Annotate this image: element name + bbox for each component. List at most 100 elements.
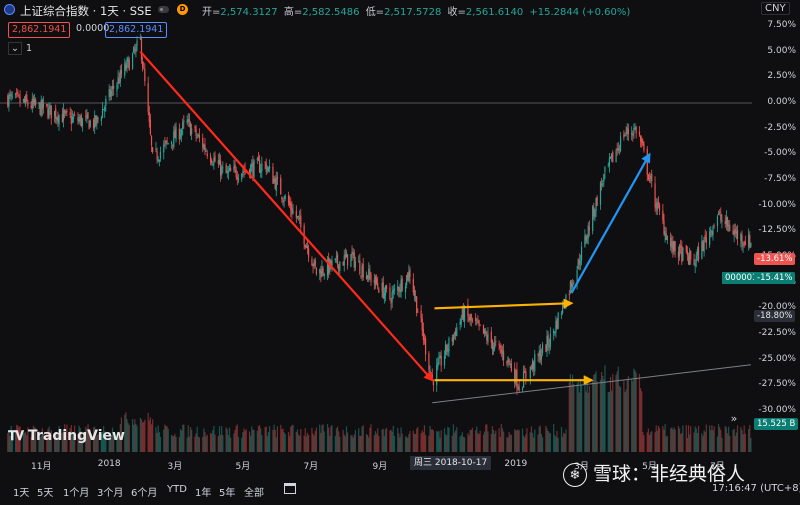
candle-body <box>716 216 719 227</box>
calendar-icon[interactable] <box>284 483 296 494</box>
volume-bar <box>49 432 51 452</box>
candle-body <box>490 331 492 343</box>
candle-body <box>183 120 185 122</box>
volume-bar <box>383 435 385 452</box>
candle-body <box>269 166 271 169</box>
volume-bar <box>104 431 106 452</box>
volume-bar <box>424 434 427 452</box>
timeframe-5d[interactable]: 5天 <box>37 488 54 499</box>
timeframe-all[interactable]: 全部 <box>244 488 264 499</box>
volume-bar <box>175 436 177 452</box>
candle-body <box>533 362 535 370</box>
volume-bar <box>139 417 141 452</box>
volume-bar <box>740 427 742 452</box>
volume-bar <box>584 375 586 452</box>
timeframe-1d[interactable]: 1天 <box>13 488 30 499</box>
candle-body <box>233 166 235 171</box>
candle-body <box>155 148 157 151</box>
volume-bar <box>710 430 712 452</box>
candle-body <box>626 127 628 135</box>
candle-body <box>576 270 578 285</box>
volume-bar <box>445 434 447 452</box>
volume-bar <box>431 429 433 452</box>
candle-body <box>537 353 539 356</box>
candle-body <box>9 94 11 96</box>
candle-body <box>495 340 497 343</box>
volume-bar <box>320 432 322 452</box>
candle-body <box>487 333 489 343</box>
candle-body <box>694 262 696 267</box>
candle-body <box>125 64 127 70</box>
volume-bar <box>720 429 722 452</box>
volume-bar <box>469 429 471 452</box>
candle-body <box>658 204 661 211</box>
snowball-icon: ❄ <box>563 462 587 487</box>
timeframe-5y[interactable]: 5年 <box>219 488 236 499</box>
candle-body <box>166 140 168 142</box>
volume-bar <box>32 425 35 452</box>
candle-body <box>631 132 633 135</box>
candle-body <box>66 110 68 112</box>
timeframe-1m[interactable]: 1个月 <box>63 488 90 499</box>
volume-bar <box>625 389 627 452</box>
buy-price-box[interactable]: 2,862.1941 <box>105 22 168 38</box>
data-status-badge[interactable]: D <box>177 4 188 15</box>
volume-bar <box>342 429 344 452</box>
volume-bar <box>80 431 82 452</box>
volume-bar <box>30 436 32 452</box>
indicator-collapse[interactable]: ⌄ 1 <box>8 42 32 55</box>
volume-bar <box>292 424 294 452</box>
sell-price-box[interactable]: 2,862.1941 <box>8 22 71 38</box>
candle-body <box>478 320 480 326</box>
candle-body <box>390 301 392 304</box>
volume-bar <box>509 434 511 452</box>
candle-body <box>292 210 294 214</box>
candle-body <box>273 178 275 183</box>
candle-body <box>485 331 487 335</box>
y-tick-label: -2.50% <box>764 122 796 133</box>
symbol-icon[interactable] <box>4 4 15 15</box>
visibility-toggle-icon[interactable] <box>158 5 169 15</box>
price-chart[interactable] <box>0 0 800 478</box>
trend-line <box>432 364 751 404</box>
timeframe-3m[interactable]: 3个月 <box>97 488 124 499</box>
volume-bar <box>9 435 11 452</box>
scroll-right-icon[interactable]: » <box>730 412 738 425</box>
candle-body <box>601 184 603 186</box>
volume-bar <box>27 427 29 452</box>
volume-bar <box>417 427 419 452</box>
timeframe-1y[interactable]: 1年 <box>195 488 212 499</box>
candle-body <box>191 128 193 134</box>
volume-bar <box>663 429 665 452</box>
timeframe-ytd[interactable]: YTD <box>167 484 187 495</box>
candle-body <box>331 260 333 267</box>
timeframe-6m[interactable]: 6个月 <box>131 488 158 499</box>
symbol-title[interactable]: 上证综合指数 · 1天 · SSE <box>20 4 152 18</box>
volume-bar <box>134 419 136 452</box>
candle-body <box>97 118 99 120</box>
candle-body <box>456 327 458 337</box>
candle-body <box>39 103 41 115</box>
currency-selector[interactable]: CNY <box>761 2 790 15</box>
volume-bar <box>374 431 377 452</box>
volume-bar <box>453 432 456 452</box>
candle-body <box>219 160 222 176</box>
candle-body <box>291 207 293 215</box>
volume-bar <box>657 425 660 452</box>
bottom-toolbar: 1天 5天 1个月 3个月 6个月 YTD 1年 5年 全部 17:16:47 … <box>0 478 800 505</box>
volume-bar <box>705 424 707 452</box>
volume-bar <box>744 433 746 452</box>
candle-body <box>539 349 541 361</box>
candle-body <box>260 169 262 173</box>
candle-body <box>173 131 175 148</box>
candle-body <box>338 264 340 271</box>
candle-body <box>461 308 463 319</box>
candle-body <box>609 156 612 158</box>
candle-body <box>159 151 162 159</box>
candle-body <box>10 93 12 96</box>
candle-body <box>214 156 216 162</box>
volume-bar <box>71 434 74 452</box>
chevron-down-icon[interactable]: ⌄ <box>8 42 22 55</box>
volume-bar <box>339 436 341 452</box>
volume-bar <box>618 385 621 452</box>
